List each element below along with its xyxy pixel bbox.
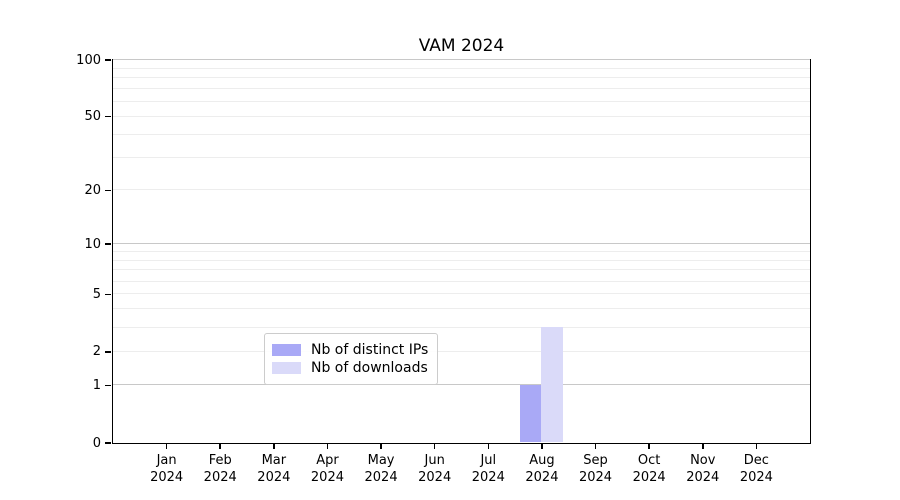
x-tick-mark <box>433 443 436 449</box>
x-tick-mark <box>541 443 543 449</box>
legend-swatch <box>272 362 301 374</box>
x-tick-mark <box>755 443 758 449</box>
x-tick-label: Sep 2024 <box>578 453 613 485</box>
y-tick-mark <box>105 442 111 444</box>
legend-label: Nb of downloads <box>311 360 428 376</box>
minor-gridline <box>112 157 810 159</box>
y-tick-mark <box>105 384 111 387</box>
y-tick-label: 0 <box>92 435 101 451</box>
major-gridline <box>112 384 810 386</box>
minor-gridline <box>112 259 810 261</box>
legend-row: Nb of distinct IPs <box>272 342 428 358</box>
y-tick-label: 2 <box>92 344 101 360</box>
legend-row: Nb of downloads <box>272 360 428 376</box>
x-tick-label: Feb 2024 <box>203 453 237 485</box>
minor-gridline <box>112 250 810 252</box>
x-tick-label: Nov 2024 <box>686 453 720 485</box>
y-tick-mark <box>105 293 111 296</box>
y-tick-mark <box>105 243 111 245</box>
minor-gridline <box>112 115 810 117</box>
y-tick-mark <box>105 115 111 118</box>
y-tick-label: 5 <box>92 286 101 302</box>
x-tick-label: Jun 2024 <box>418 453 452 485</box>
x-tick-mark <box>702 443 704 449</box>
x-tick-mark <box>380 443 382 449</box>
x-tick-label: Oct 2024 <box>632 453 666 485</box>
x-tick-mark <box>165 443 168 449</box>
y-tick-label: 100 <box>76 52 101 68</box>
x-tick-mark <box>648 443 650 449</box>
minor-gridline <box>112 350 810 352</box>
chart-title: VAM 2024 <box>418 36 505 56</box>
x-tick-mark <box>594 443 597 449</box>
x-tick-mark <box>219 443 221 449</box>
x-tick-mark <box>487 443 490 449</box>
plot-area <box>111 58 811 444</box>
minor-gridline <box>112 189 810 191</box>
x-tick-mark <box>273 443 275 449</box>
y-tick-label: 1 <box>92 377 101 393</box>
minor-gridline <box>112 133 810 135</box>
minor-gridline <box>112 77 810 79</box>
minor-gridline <box>112 280 810 282</box>
major-gridline <box>112 243 810 244</box>
y-tick-label: 20 <box>84 182 101 198</box>
minor-gridline <box>112 293 810 295</box>
x-tick-label: Jul 2024 <box>471 453 505 485</box>
minor-gridline <box>112 88 810 90</box>
minor-gridline <box>112 308 810 310</box>
x-tick-mark <box>326 443 329 449</box>
y-tick-label: 10 <box>84 236 101 252</box>
y-tick-mark <box>105 189 111 192</box>
y-tick-label: 50 <box>84 109 101 125</box>
minor-gridline <box>112 269 810 271</box>
bar-nb-of-downloads <box>541 327 563 443</box>
x-tick-label: Dec 2024 <box>739 453 773 485</box>
minor-gridline <box>112 100 810 102</box>
legend: Nb of distinct IPs Nb of downloads <box>264 333 439 385</box>
major-gridline <box>112 59 810 60</box>
legend-swatch <box>272 344 301 356</box>
legend-label: Nb of distinct IPs <box>311 342 429 358</box>
x-tick-label: Mar 2024 <box>257 453 291 485</box>
x-tick-label: Aug 2024 <box>525 453 559 485</box>
minor-gridline <box>112 67 810 69</box>
x-tick-label: May 2024 <box>364 453 398 485</box>
x-tick-label: Jan 2024 <box>150 453 184 485</box>
y-tick-mark <box>105 59 111 61</box>
y-tick-mark <box>105 351 111 353</box>
minor-gridline <box>112 326 810 328</box>
bar-nb-of-distinct-ips <box>519 384 542 443</box>
x-tick-label: Apr 2024 <box>310 453 344 485</box>
